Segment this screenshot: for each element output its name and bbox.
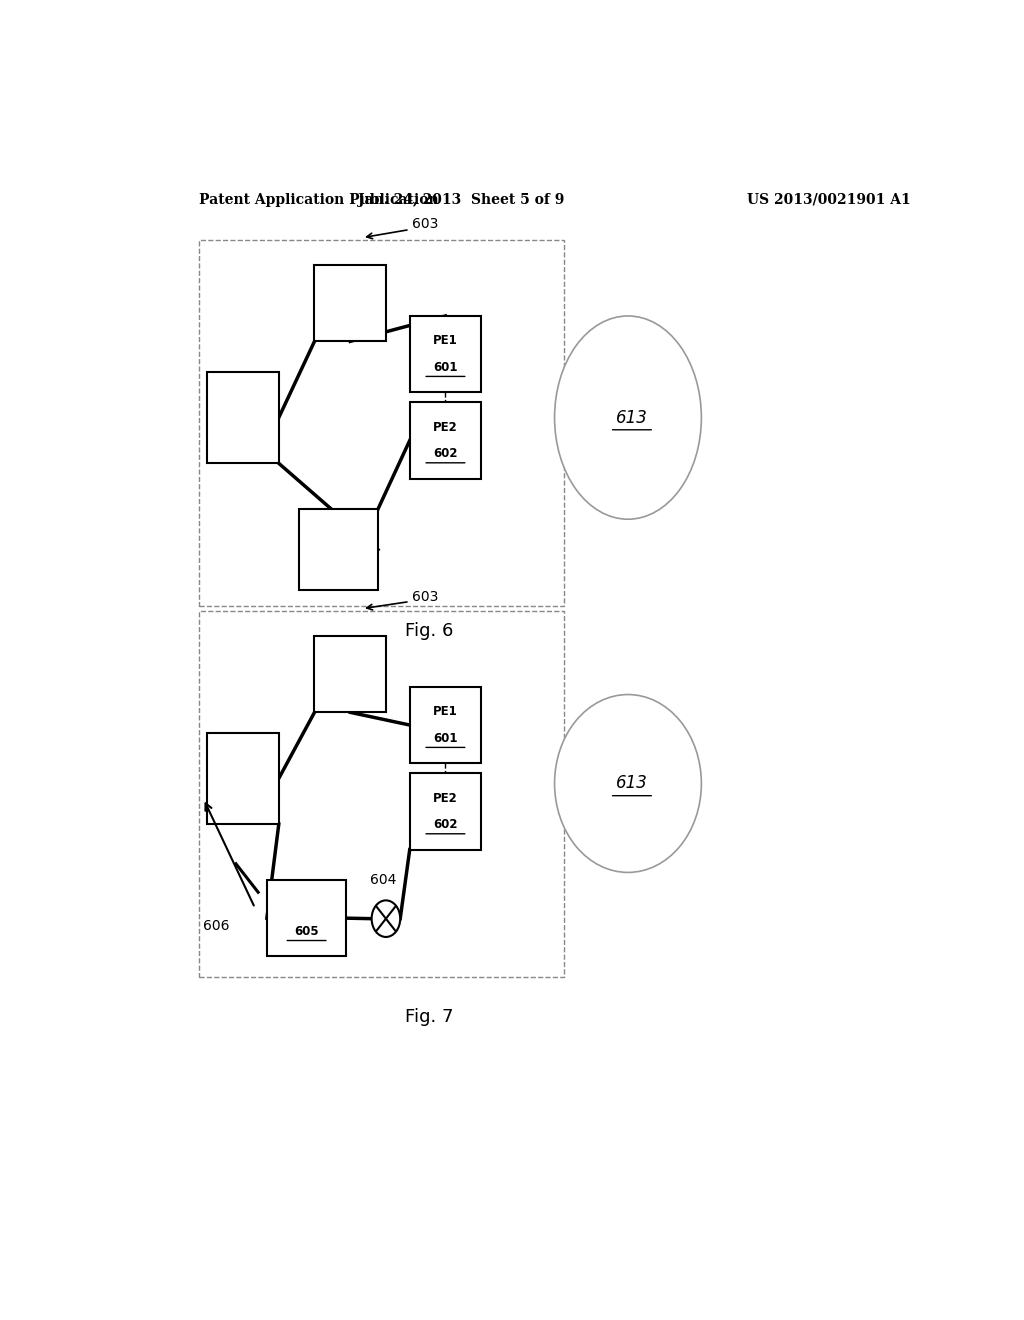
- Text: Fig. 6: Fig. 6: [406, 622, 454, 640]
- Text: 613: 613: [616, 409, 648, 426]
- Text: Fig. 7: Fig. 7: [406, 1008, 454, 1026]
- Text: 603: 603: [412, 590, 438, 605]
- Circle shape: [372, 900, 400, 937]
- Bar: [207, 372, 279, 463]
- Bar: [267, 880, 346, 956]
- Text: Patent Application Publication: Patent Application Publication: [200, 193, 439, 207]
- Bar: [299, 510, 378, 590]
- Text: 601: 601: [433, 731, 458, 744]
- Text: PE1: PE1: [433, 334, 458, 347]
- Text: US 2013/0021901 A1: US 2013/0021901 A1: [748, 193, 910, 207]
- Text: PE2: PE2: [433, 421, 458, 434]
- Bar: [207, 733, 279, 824]
- Bar: [200, 611, 564, 977]
- Ellipse shape: [555, 694, 701, 873]
- Text: 613: 613: [616, 775, 648, 792]
- Bar: [200, 240, 564, 606]
- Text: PE2: PE2: [433, 792, 458, 805]
- Ellipse shape: [555, 315, 701, 519]
- Text: 605: 605: [294, 925, 318, 939]
- Bar: [410, 686, 481, 763]
- Text: 604: 604: [370, 873, 396, 887]
- Text: 606: 606: [204, 919, 230, 933]
- Bar: [410, 403, 481, 479]
- Bar: [314, 636, 386, 713]
- Bar: [314, 265, 386, 342]
- Text: 601: 601: [433, 360, 458, 374]
- Text: PE1: PE1: [433, 705, 458, 718]
- Text: Jan. 24, 2013  Sheet 5 of 9: Jan. 24, 2013 Sheet 5 of 9: [358, 193, 564, 207]
- Bar: [410, 315, 481, 392]
- Text: 602: 602: [433, 447, 458, 461]
- Bar: [410, 774, 481, 850]
- Text: 602: 602: [433, 818, 458, 832]
- Text: 603: 603: [412, 218, 438, 231]
